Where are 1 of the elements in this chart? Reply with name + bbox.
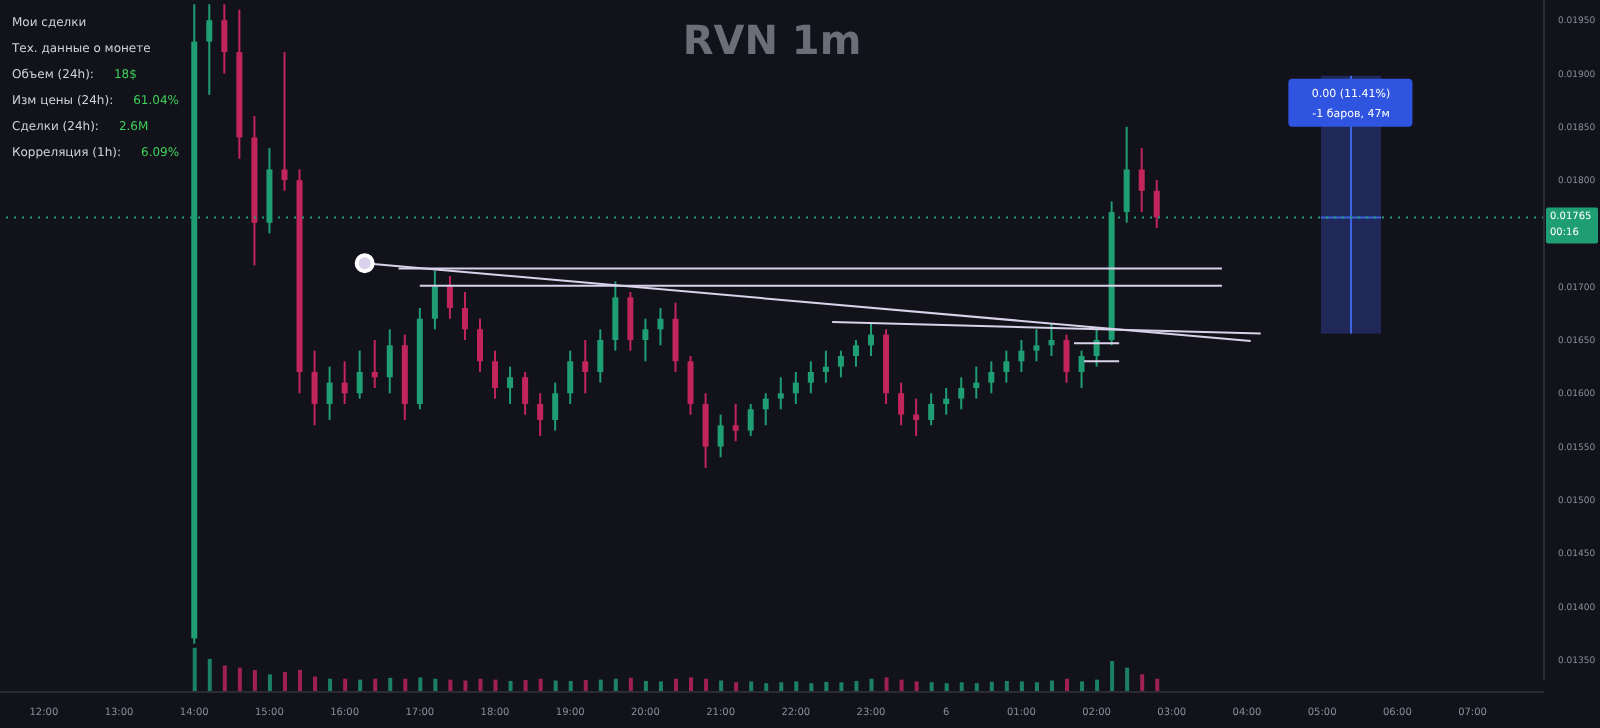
chart-title: RVN 1m	[682, 16, 862, 64]
